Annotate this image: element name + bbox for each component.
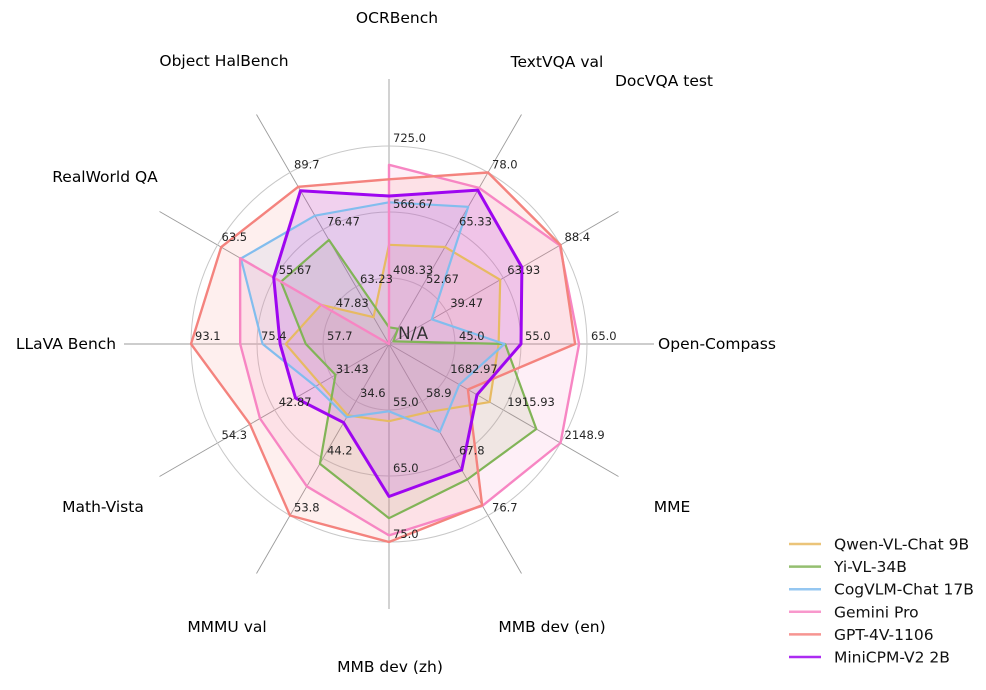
tick-label-textvqa-val-2: 65.33 [459, 215, 492, 229]
legend-item-cogvlm-chat-17b: CogVLM-Chat 17B [789, 581, 974, 599]
tick-label-mmb-dev-zh-2: 65.0 [393, 461, 419, 475]
legend-label-gemini-pro: Gemini Pro [834, 603, 919, 621]
series-fill-qwen-vl-chat-9b [285, 244, 501, 422]
tick-label-object-halbench-3: 89.7 [294, 158, 320, 172]
series-fill-gemini-pro [240, 164, 580, 536]
axis-label-open-compass: Open-Compass [658, 335, 776, 353]
legend-label-yi-vl-34b: Yi-VL-34B [833, 558, 907, 576]
tick-label-open-compass-1: 45.0 [459, 329, 485, 343]
legend-label-gpt-4v-1106: GPT-4V-1106 [834, 626, 934, 644]
axis-label-mmb-dev-en: MMB dev (en) [498, 618, 605, 636]
axis-label-textvqa-val: TextVQA val [510, 53, 604, 71]
series-polygon-minicpm-v2-2b [272, 188, 524, 498]
tick-label-object-halbench-1: 63.23 [360, 272, 393, 286]
tick-label-open-compass-2: 55.0 [525, 329, 551, 343]
legend-item-gemini-pro: Gemini Pro [789, 603, 919, 621]
axis-titles: OCRBench TextVQA val DocVQA test Open-Compa… [16, 9, 776, 676]
tick-label-mmb-dev-en-3: 76.7 [492, 501, 518, 515]
axis-label-docvqa-test: DocVQA test [615, 72, 713, 90]
radial-tick-labels: 408.33 566.67 725.0 52.67 65.33 78.0 39.47 63.9… [195, 131, 617, 541]
tick-label-realworld-qa-2: 55.67 [279, 263, 312, 277]
axis-label-ocrbench: OCRBench [356, 9, 438, 27]
tick-label-mmb-dev-en-2: 67.8 [459, 443, 485, 457]
tick-label-mmmu-val-3: 53.8 [294, 501, 320, 515]
axis-label-realworld-qa: RealWorld QA [52, 168, 158, 186]
tick-label-mmb-dev-zh-3: 75.0 [393, 527, 419, 541]
na-center-label: N/A [398, 324, 428, 344]
tick-label-llava-bench-2: 75.4 [261, 329, 287, 343]
legend-item-yi-vl-34b: Yi-VL-34B [789, 558, 907, 576]
tick-label-open-compass-3: 65.0 [591, 329, 617, 343]
axis-label-object-halbench: Object HalBench [159, 52, 288, 70]
tick-label-mmmu-val-2: 44.2 [327, 443, 353, 457]
tick-label-ocrbench-2: 566.67 [393, 197, 433, 211]
series-fill-minicpm-v2-2b [273, 190, 522, 497]
series-fill-gpt-4v-1106 [191, 172, 576, 542]
tick-label-object-halbench-2: 76.47 [327, 215, 360, 229]
legend-label-qwen-vl-chat-9b: Qwen-VL-Chat 9B [834, 536, 969, 554]
axis-label-math-vista: Math-Vista [62, 498, 144, 516]
tick-label-math-vista-3: 54.3 [222, 428, 248, 442]
series-outlines [189, 163, 581, 544]
tick-label-ocrbench-1: 408.33 [393, 263, 433, 277]
series-fills [191, 164, 580, 542]
tick-label-mmmu-val-1: 34.6 [360, 386, 386, 400]
axis-label-mme: MME [654, 498, 691, 516]
tick-label-mme-1: 1682.97 [450, 362, 498, 376]
tick-label-docvqa-test-2: 63.93 [507, 263, 540, 277]
tick-label-textvqa-val-1: 52.67 [426, 272, 459, 286]
series-polygon-gpt-4v-1106 [189, 171, 577, 544]
legend-label-minicpm-v2-2b: MiniCPM-V2 2B [834, 649, 950, 667]
tick-label-textvqa-val-3: 78.0 [492, 158, 518, 172]
legend-label-cogvlm-chat-17b: CogVLM-Chat 17B [834, 581, 974, 599]
tick-label-docvqa-test-1: 39.47 [450, 296, 483, 310]
center-na-label: N/A [398, 324, 428, 344]
legend: Qwen-VL-Chat 9B Yi-VL-34B CogVLM-Chat 17B G… [789, 536, 974, 667]
axis-label-mmmu-val: MMMU val [187, 618, 266, 636]
axis-label-llava-bench: LLaVA Bench [16, 335, 116, 353]
tick-label-math-vista-2: 42.87 [279, 395, 312, 409]
tick-label-docvqa-test-3: 88.4 [565, 230, 591, 244]
tick-label-ocrbench-3: 725.0 [393, 131, 426, 145]
axis-label-mmb-dev-zh: MMB dev (zh) [337, 658, 443, 676]
tick-label-realworld-qa-3: 63.5 [222, 230, 248, 244]
tick-label-mmb-dev-zh-1: 55.0 [393, 395, 419, 409]
legend-item-minicpm-v2-2b: MiniCPM-V2 2B [789, 649, 950, 667]
legend-item-gpt-4v-1106: GPT-4V-1106 [789, 626, 934, 644]
legend-item-qwen-vl-chat-9b: Qwen-VL-Chat 9B [789, 536, 969, 554]
tick-label-realworld-qa-1: 47.83 [336, 296, 369, 310]
tick-label-mme-3: 2148.9 [565, 428, 605, 442]
tick-label-llava-bench-1: 57.7 [327, 329, 353, 343]
tick-label-mmb-dev-en-1: 58.9 [426, 386, 452, 400]
tick-label-mme-2: 1915.93 [507, 395, 555, 409]
tick-label-math-vista-1: 31.43 [336, 362, 369, 376]
tick-label-llava-bench-3: 93.1 [195, 329, 221, 343]
